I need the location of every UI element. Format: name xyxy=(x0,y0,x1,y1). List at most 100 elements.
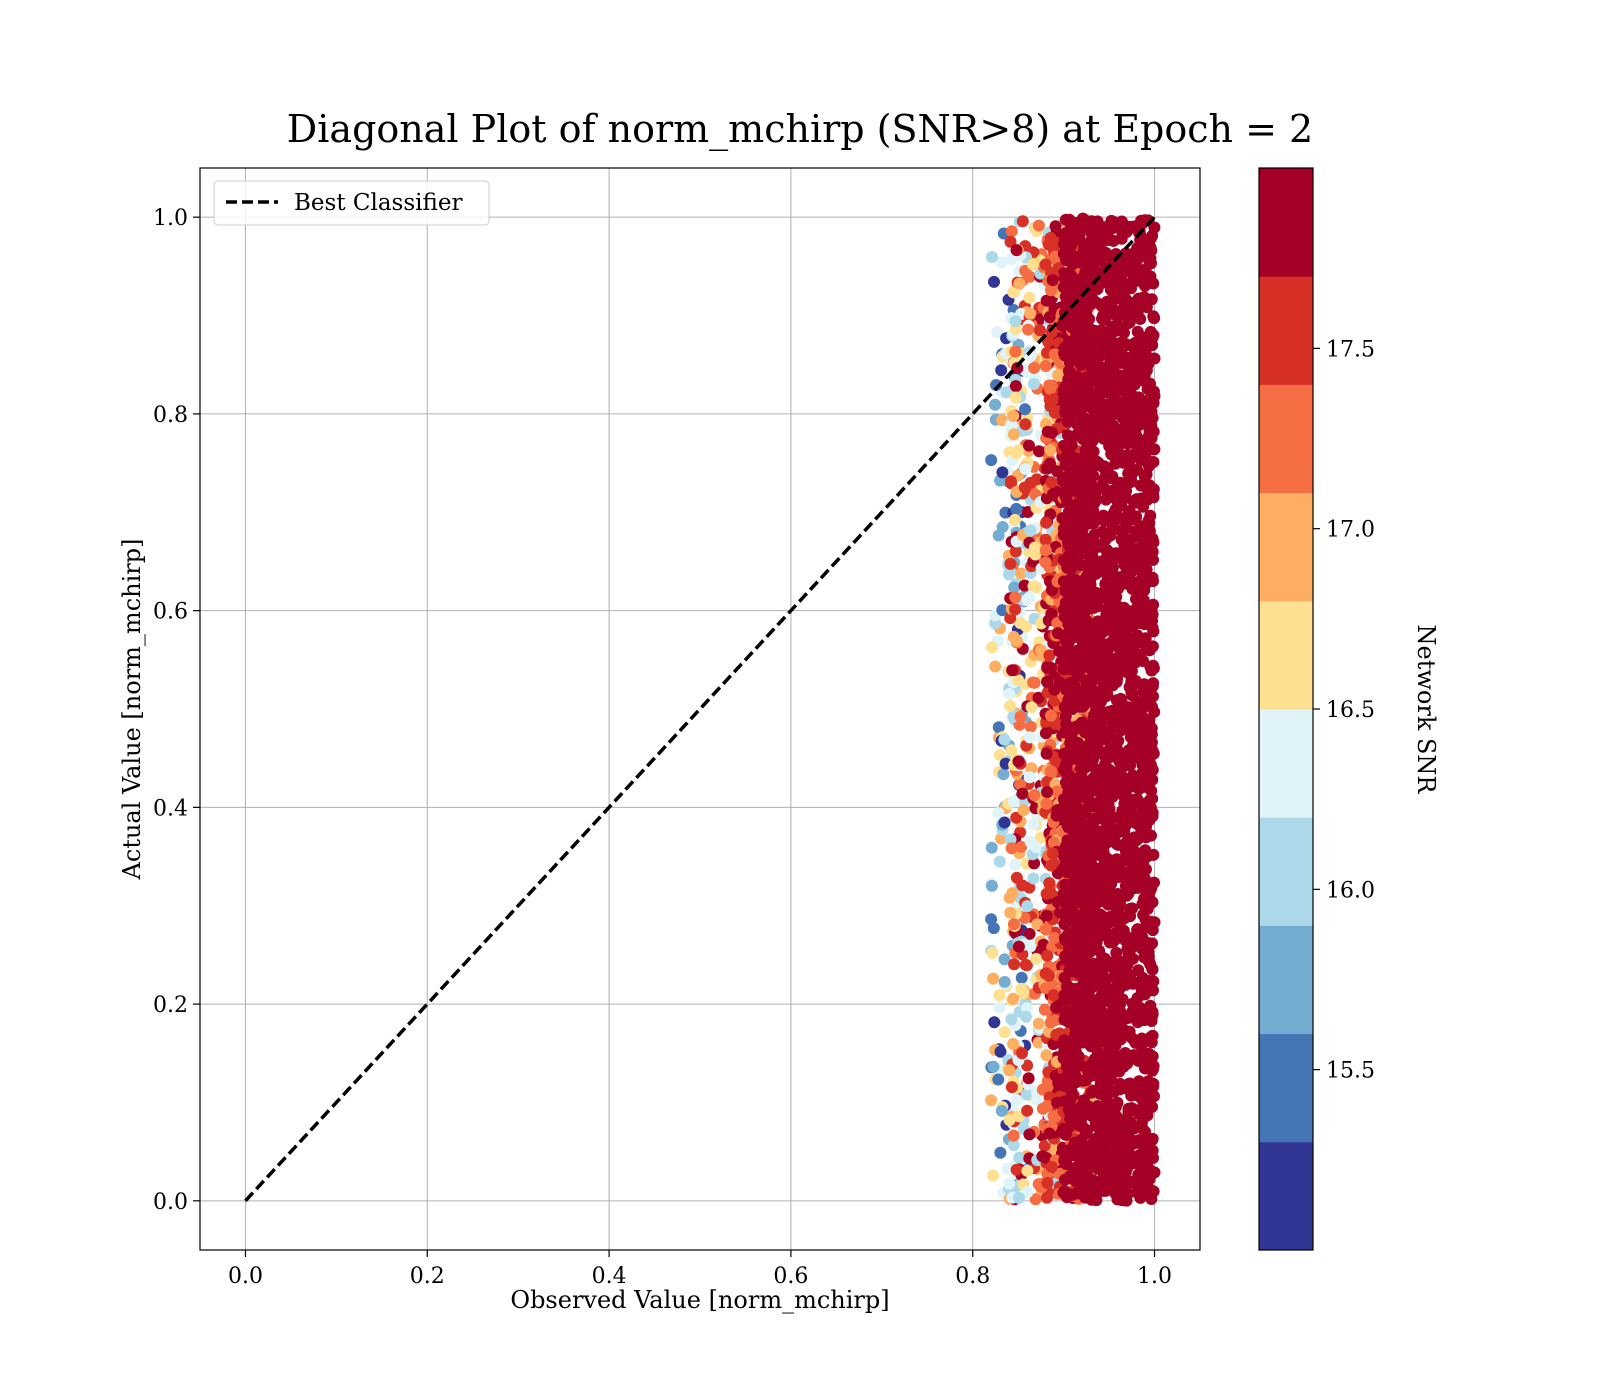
colorbar-bin xyxy=(1259,276,1313,385)
scatter-point xyxy=(1023,439,1035,452)
scatter-point xyxy=(1107,1163,1120,1176)
scatter-point xyxy=(1048,683,1061,696)
scatter-point xyxy=(1087,712,1100,725)
scatter-point xyxy=(1007,795,1020,808)
scatter-point xyxy=(1023,291,1036,304)
scatter-point xyxy=(1014,710,1027,723)
scatter-point xyxy=(1114,1077,1127,1090)
scatter-point xyxy=(1028,541,1041,554)
scatter-point xyxy=(1144,509,1157,522)
scatter-point xyxy=(1041,786,1054,799)
scatter-point xyxy=(1123,554,1136,567)
scatter-point xyxy=(1040,797,1053,810)
scatter-point xyxy=(1137,908,1150,921)
scatter-point xyxy=(1100,1009,1113,1022)
scatter-point xyxy=(1023,927,1036,940)
scatter-point xyxy=(1080,1020,1093,1033)
scatter-point xyxy=(1070,919,1083,932)
scatter-point xyxy=(992,721,1005,734)
scatter-point xyxy=(1137,655,1150,667)
scatter-point xyxy=(990,379,1003,391)
scatter-point xyxy=(1013,1191,1025,1204)
scatter-point xyxy=(1079,257,1092,270)
scatter-point xyxy=(1003,891,1016,904)
scatter-point xyxy=(1115,914,1128,926)
scatter-point xyxy=(1134,441,1147,454)
scatter-point xyxy=(1119,1126,1132,1139)
scatter-point xyxy=(1015,982,1028,995)
scatter-point xyxy=(1021,1104,1034,1117)
scatter-point xyxy=(1122,948,1135,961)
scatter-point xyxy=(1083,331,1096,344)
scatter-point xyxy=(1030,952,1043,965)
scatter-point xyxy=(1007,286,1020,299)
scatter-point xyxy=(1135,746,1148,759)
scatter-point xyxy=(1023,270,1036,283)
scatter-point xyxy=(1091,427,1104,440)
scatter-point xyxy=(986,946,999,959)
scatter-point xyxy=(1005,744,1018,757)
scatter-point xyxy=(1090,1069,1103,1082)
scatter-point xyxy=(1005,225,1018,238)
scatter-point xyxy=(1122,1102,1135,1115)
scatter-point xyxy=(1139,844,1152,857)
scatter-point xyxy=(1095,825,1108,838)
grid-lines xyxy=(200,168,1200,1250)
scatter-point xyxy=(1040,294,1053,307)
scatter-point xyxy=(1111,436,1124,449)
scatter-point xyxy=(1086,1174,1099,1186)
scatter-point xyxy=(1147,975,1160,988)
scatter-point xyxy=(1023,731,1036,744)
scatter-point xyxy=(1102,657,1115,670)
y-tick-label: 0.6 xyxy=(153,600,188,625)
scatter-point xyxy=(995,364,1008,377)
scatter-point xyxy=(1013,1151,1026,1164)
scatter-point xyxy=(989,398,1002,411)
scatter-point xyxy=(1119,756,1132,769)
scatter-point xyxy=(1143,794,1156,807)
scatter-point xyxy=(985,879,998,892)
scatter-point xyxy=(1025,762,1038,775)
scatter-point xyxy=(1132,818,1144,831)
x-tick-label: 0.0 xyxy=(228,1264,263,1289)
scatter-point xyxy=(1061,495,1074,508)
scatter-point xyxy=(1065,849,1078,862)
scatter-point xyxy=(1061,1060,1074,1073)
scatter-point xyxy=(1109,869,1122,882)
scatter-point xyxy=(1107,1055,1120,1068)
scatter-point xyxy=(1019,1010,1032,1023)
scatter-point xyxy=(1068,315,1081,328)
scatter-point xyxy=(1068,1103,1081,1116)
scatter-point xyxy=(1096,988,1108,1001)
scatter-point xyxy=(1023,771,1036,784)
scatter-point xyxy=(1004,235,1017,248)
scatter-point xyxy=(1144,1086,1157,1099)
scatter-point xyxy=(1044,1016,1057,1029)
scatter-point xyxy=(995,256,1008,269)
scatter-point xyxy=(1044,886,1057,899)
scatter-point xyxy=(1080,371,1093,384)
scatter-point xyxy=(1146,339,1159,352)
x-tick-label: 0.2 xyxy=(410,1264,445,1289)
scatter-point xyxy=(1102,1138,1114,1150)
scatter-point xyxy=(1078,1009,1091,1022)
scatter-point xyxy=(1129,1157,1142,1170)
scatter-point xyxy=(1050,1001,1062,1014)
scatter-point xyxy=(1069,1053,1082,1066)
scatter-point xyxy=(1085,1086,1098,1099)
scatter-point xyxy=(1107,1104,1120,1117)
scatter-point xyxy=(1033,324,1046,337)
scatter-point xyxy=(1047,1038,1060,1051)
scatter-point xyxy=(1045,709,1057,722)
scatter-point xyxy=(1074,1032,1087,1045)
scatter-point xyxy=(1069,1010,1081,1022)
scatter-point xyxy=(989,660,1002,673)
scatter-point xyxy=(1045,476,1058,489)
legend-box xyxy=(213,180,490,226)
scatter-point xyxy=(1007,918,1020,931)
scatter-point xyxy=(1062,821,1075,834)
scatter-point xyxy=(1019,462,1032,475)
scatter-point xyxy=(1043,1127,1056,1140)
scatter-point xyxy=(1124,779,1137,792)
scatter-point xyxy=(1140,599,1153,612)
